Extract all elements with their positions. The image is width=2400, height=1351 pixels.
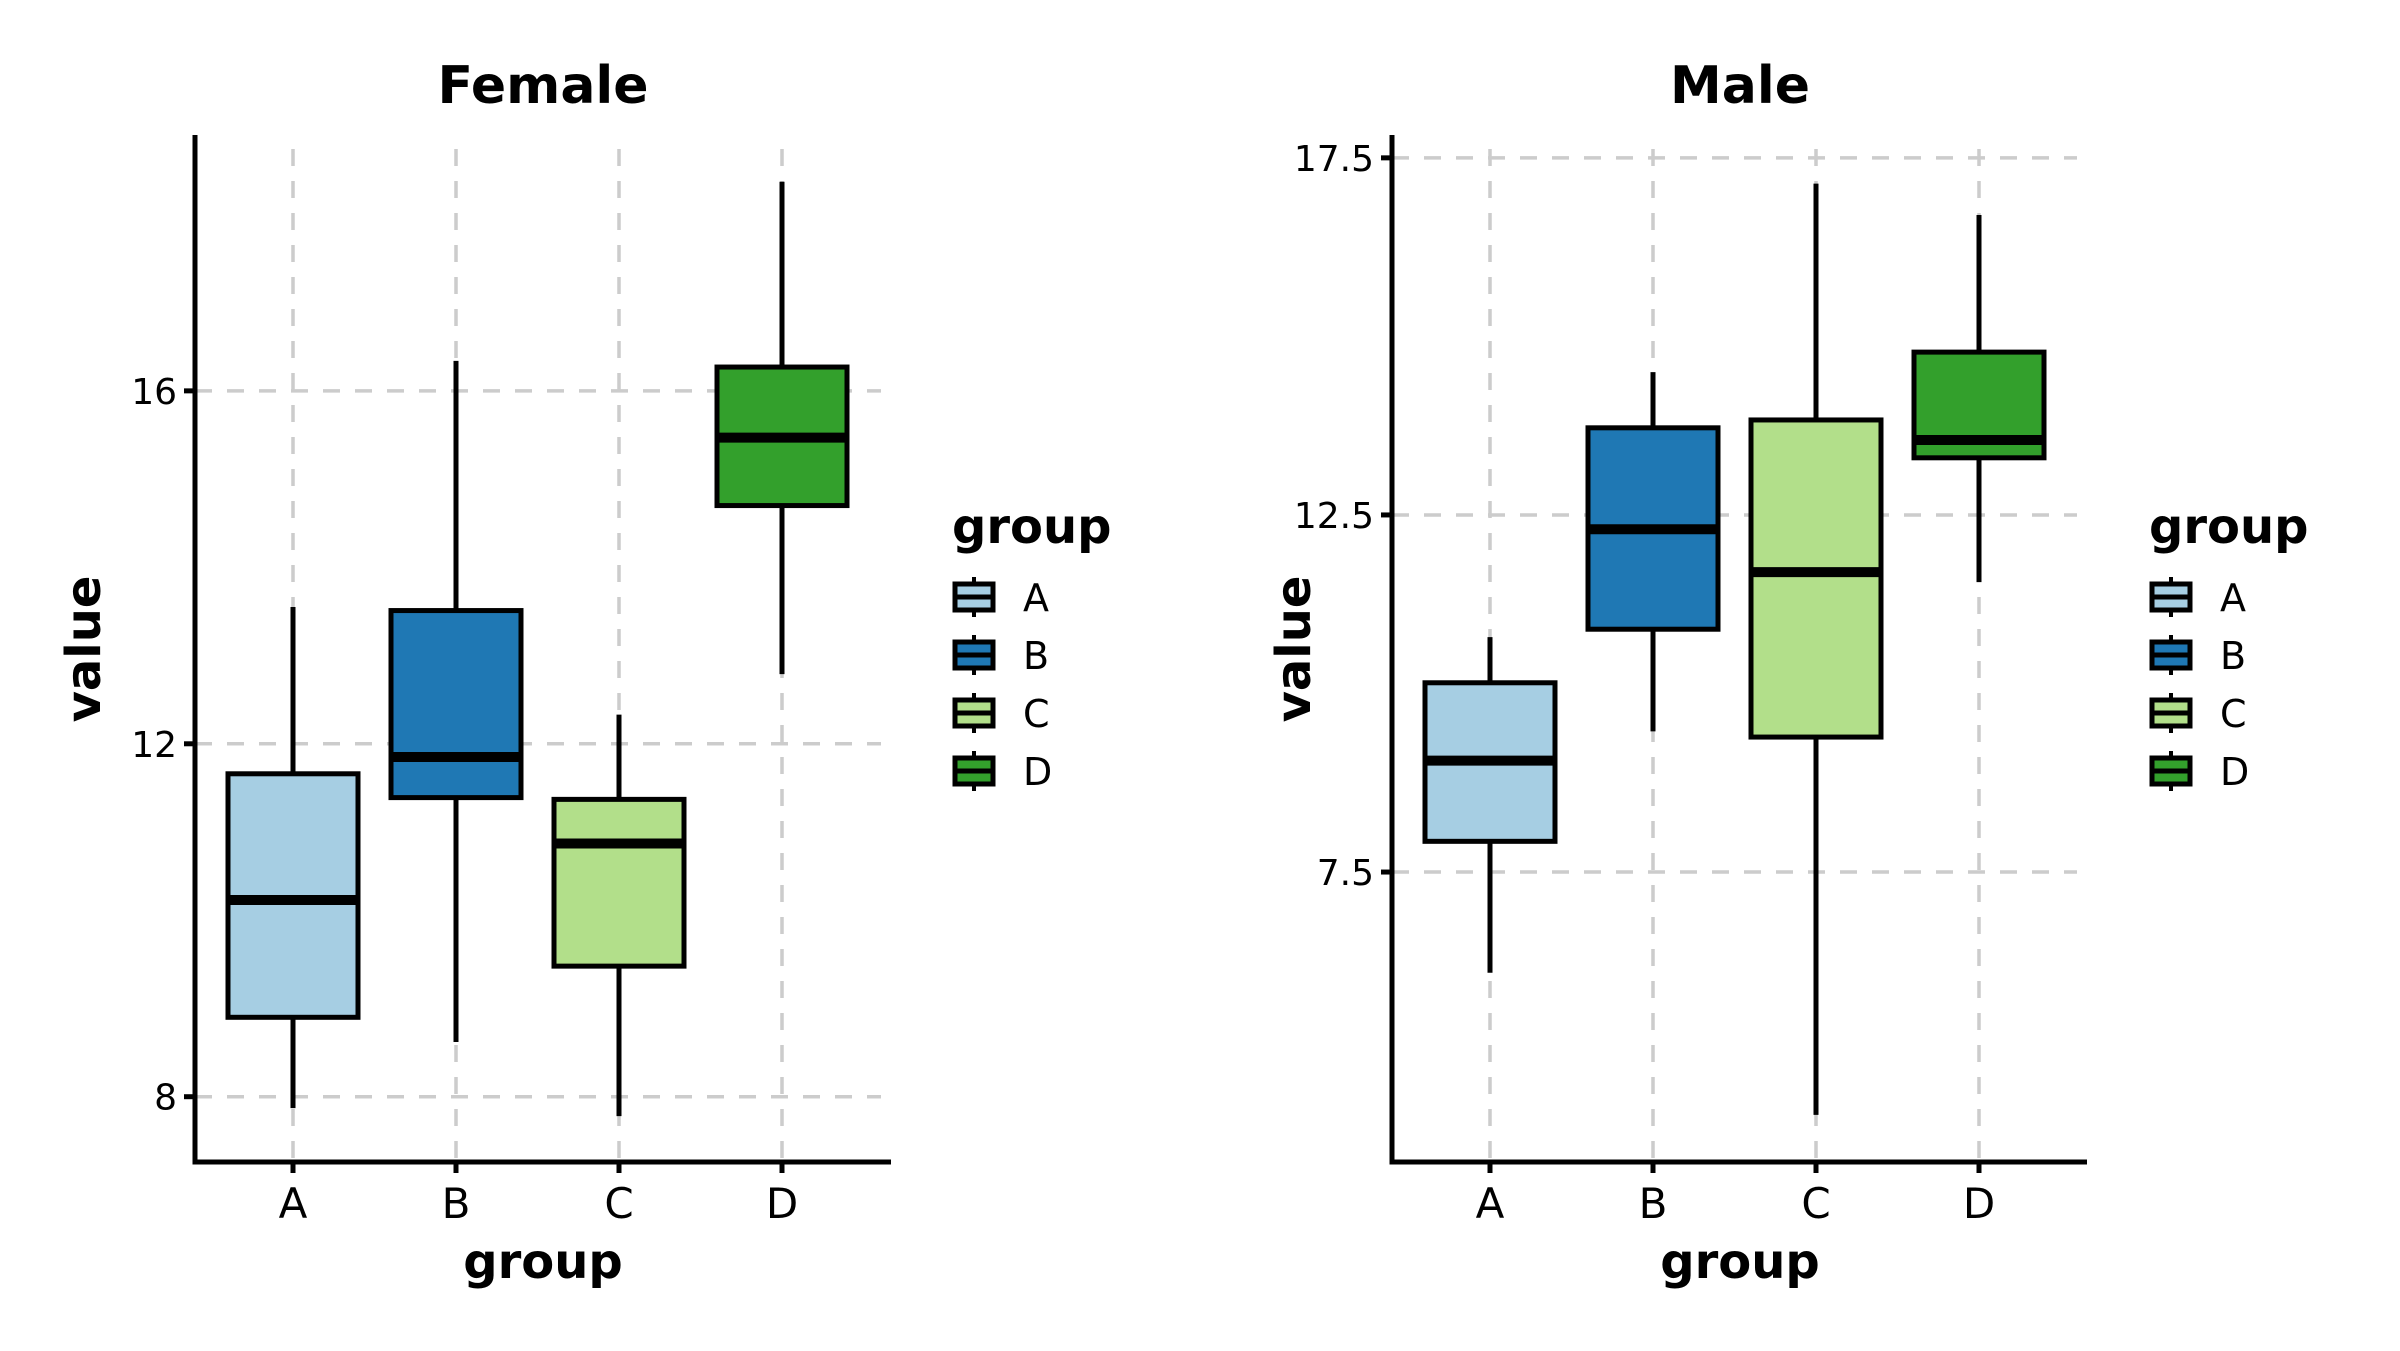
x-tick-label: A	[279, 1179, 308, 1228]
y-tick-label: 7.5	[1317, 853, 1374, 894]
legend-label: B	[1023, 634, 1049, 678]
y-tick-label: 17.5	[1294, 139, 1374, 180]
y-axis-title: value	[56, 576, 112, 723]
legend-title: group	[2149, 499, 2309, 555]
boxplots	[225, 181, 850, 1117]
y-axis-title: value	[1266, 576, 1322, 723]
x-axis-title: group	[1660, 1234, 1820, 1290]
x-tick-label: B	[442, 1179, 471, 1228]
y-tick-label: 16	[131, 372, 177, 413]
y-tick-label: 12.5	[1294, 496, 1374, 537]
boxplot-A	[1422, 637, 1558, 973]
legend-item-C: C	[952, 692, 1050, 736]
x-tick-label: C	[1801, 1179, 1830, 1228]
legend-item-B: B	[2149, 634, 2246, 678]
x-tick-label: D	[1963, 1179, 1995, 1228]
x-tick-label: C	[604, 1179, 633, 1228]
x-tick-label: D	[766, 1179, 798, 1228]
panel-male: 7.512.517.5A B C D Male group value group A…	[1266, 56, 2309, 1290]
legend-item-A: A	[2149, 576, 2246, 620]
legend-label: D	[2220, 750, 2249, 794]
legend-title: group	[952, 499, 1112, 555]
legend-label: A	[1023, 576, 1049, 620]
boxplot-C	[551, 714, 687, 1117]
y-tick-label: 8	[154, 1078, 177, 1119]
boxplot-C	[1748, 183, 1884, 1115]
legend-label: C	[1023, 692, 1050, 736]
legend-label: D	[1023, 750, 1052, 794]
x-tick-label: A	[1476, 1179, 1505, 1228]
legend-label: A	[2220, 576, 2246, 620]
axes: 8 12 16 A B C D	[131, 135, 891, 1228]
boxplot-A	[225, 607, 361, 1109]
legend-item-C: C	[2149, 692, 2247, 736]
boxplot-D	[1911, 214, 2047, 583]
legend-item-B: B	[952, 634, 1049, 678]
boxplots	[1422, 183, 2047, 1115]
x-axis-title: group	[463, 1234, 623, 1290]
boxplot-B	[1585, 372, 1721, 732]
legend-item-D: D	[2149, 750, 2249, 794]
legend-label: B	[2220, 634, 2246, 678]
legend-item-D: D	[952, 750, 1052, 794]
legend-label: C	[2220, 692, 2247, 736]
axes: 7.5 12.5 17.5 A B C D	[1294, 135, 2087, 1228]
boxplot-B	[388, 360, 524, 1043]
iqr-box	[1748, 417, 1884, 740]
panel-title: Female	[437, 56, 648, 116]
legend-item-A: A	[952, 576, 1049, 620]
iqr-box	[551, 796, 687, 969]
x-tick-label: B	[1639, 1179, 1668, 1228]
panel-title: Male	[1670, 56, 1810, 116]
y-tick-label: 12	[131, 725, 177, 766]
boxplot-D	[714, 181, 850, 675]
iqr-box	[388, 608, 524, 801]
gridlines	[1392, 149, 2077, 1162]
